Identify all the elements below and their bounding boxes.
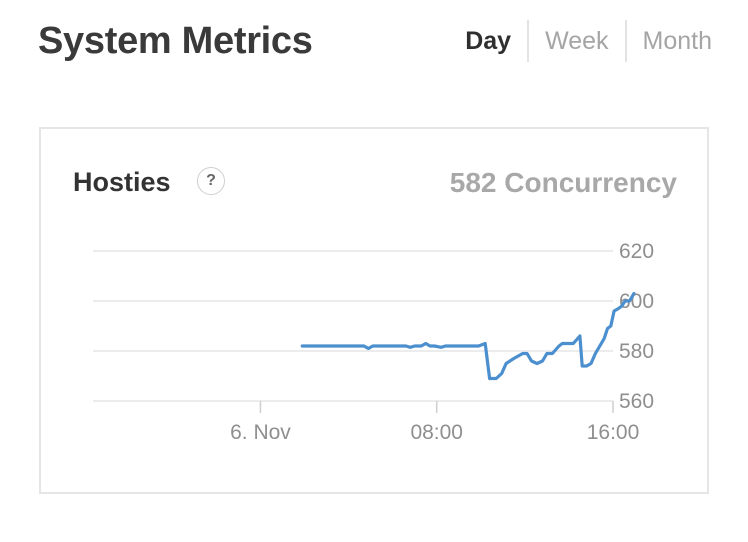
card-title: Hosties — [73, 167, 171, 197]
concurrency-value: 582 Concurrency — [449, 167, 677, 198]
x-tick-label: 08:00 — [410, 421, 463, 444]
help-icon-glyph: ? — [206, 172, 216, 189]
metric-card: Hosties ? 582 Concurrency 620 600 580 560 6.… — [39, 127, 709, 494]
help-icon[interactable]: ? — [197, 167, 225, 195]
y-tick-label: 620 — [619, 240, 654, 263]
y-tick-label: 600 — [619, 290, 654, 313]
y-tick-label: 560 — [619, 390, 654, 413]
time-range-tabs: Day Week Month — [449, 20, 712, 62]
series-line-0 — [300, 291, 636, 381]
page-title: System Metrics — [38, 20, 313, 62]
y-tick-label: 580 — [619, 340, 654, 363]
line-chart: 620 600 580 560 6. Nov 08:00 16:00 — [93, 240, 654, 444]
tab-day[interactable]: Day — [465, 26, 512, 55]
x-tick-label: 6. Nov — [230, 421, 291, 444]
tab-week[interactable]: Week — [527, 20, 624, 62]
tab-month[interactable]: Month — [624, 20, 712, 62]
x-tick-label: 16:00 — [587, 421, 640, 444]
